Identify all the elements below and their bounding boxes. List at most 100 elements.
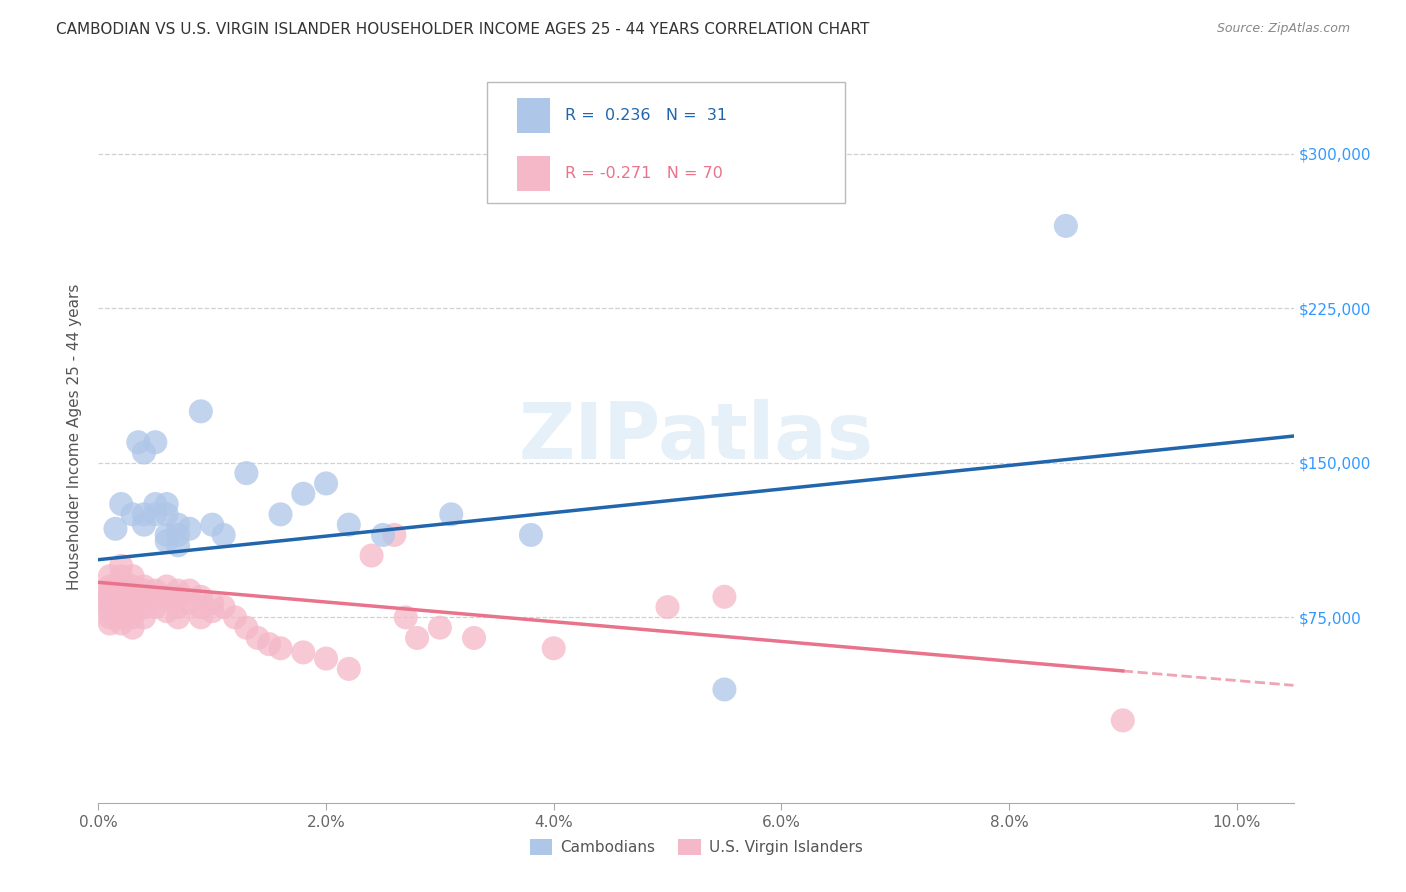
Point xyxy=(167,610,190,624)
Point xyxy=(132,508,155,522)
Point xyxy=(156,497,179,511)
Point xyxy=(167,583,190,598)
Point xyxy=(520,528,543,542)
Point xyxy=(156,534,179,549)
Point xyxy=(292,645,315,659)
Point xyxy=(127,435,149,450)
Point xyxy=(121,604,143,618)
Point xyxy=(110,569,132,583)
Point xyxy=(235,621,257,635)
Point xyxy=(132,600,155,615)
Point xyxy=(371,528,394,542)
Point xyxy=(440,508,463,522)
Point xyxy=(190,404,212,418)
Text: Source: ZipAtlas.com: Source: ZipAtlas.com xyxy=(1216,22,1350,36)
Point xyxy=(110,579,132,593)
Point xyxy=(121,579,143,593)
Point xyxy=(110,610,132,624)
Legend: Cambodians, U.S. Virgin Islanders: Cambodians, U.S. Virgin Islanders xyxy=(523,833,869,861)
Point xyxy=(98,604,121,618)
Point xyxy=(110,604,132,618)
Point xyxy=(98,596,121,610)
Point xyxy=(110,590,132,604)
Point xyxy=(110,575,132,590)
Point xyxy=(179,583,201,598)
Point xyxy=(156,528,179,542)
Point xyxy=(98,590,121,604)
Point xyxy=(121,569,143,583)
Point xyxy=(212,600,235,615)
Point xyxy=(110,596,132,610)
Point xyxy=(292,487,315,501)
Point xyxy=(132,517,155,532)
Point xyxy=(713,682,735,697)
Point xyxy=(98,610,121,624)
Point xyxy=(657,600,679,615)
Point xyxy=(201,604,224,618)
Point xyxy=(429,621,451,635)
Point xyxy=(143,497,166,511)
Point xyxy=(110,583,132,598)
Point xyxy=(98,583,121,598)
Point xyxy=(143,508,166,522)
Point xyxy=(337,662,360,676)
Text: ZIPatlas: ZIPatlas xyxy=(519,399,873,475)
Point xyxy=(224,610,246,624)
Point xyxy=(110,600,132,615)
Point xyxy=(235,466,257,480)
Point xyxy=(132,445,155,459)
Point xyxy=(121,610,143,624)
Point xyxy=(132,590,155,604)
Point xyxy=(179,596,201,610)
Point xyxy=(212,528,235,542)
Point xyxy=(246,631,269,645)
Point xyxy=(201,517,224,532)
Point xyxy=(143,600,166,615)
Point xyxy=(156,590,179,604)
Point xyxy=(395,610,418,624)
Point xyxy=(1112,714,1135,728)
Point xyxy=(132,579,155,593)
Point xyxy=(156,508,179,522)
Point xyxy=(270,508,292,522)
Point xyxy=(110,497,132,511)
Point xyxy=(315,476,337,491)
Point xyxy=(98,590,121,604)
Point xyxy=(463,631,485,645)
Text: CAMBODIAN VS U.S. VIRGIN ISLANDER HOUSEHOLDER INCOME AGES 25 - 44 YEARS CORRELAT: CAMBODIAN VS U.S. VIRGIN ISLANDER HOUSEH… xyxy=(56,22,870,37)
Point xyxy=(156,579,179,593)
Point xyxy=(360,549,382,563)
Point xyxy=(98,616,121,631)
Text: R = -0.271   N = 70: R = -0.271 N = 70 xyxy=(565,166,723,181)
Point xyxy=(190,590,212,604)
Point xyxy=(143,435,166,450)
Point xyxy=(167,538,190,552)
Bar xyxy=(517,98,550,133)
Point xyxy=(167,528,190,542)
Point xyxy=(121,590,143,604)
Point xyxy=(257,637,280,651)
Point xyxy=(98,600,121,615)
Point xyxy=(156,604,179,618)
Point xyxy=(110,616,132,631)
Point xyxy=(98,579,121,593)
Point xyxy=(1054,219,1077,233)
Point xyxy=(121,600,143,615)
Point xyxy=(98,569,121,583)
Point xyxy=(382,528,405,542)
Point xyxy=(201,596,224,610)
Point xyxy=(121,583,143,598)
Point xyxy=(167,590,190,604)
Point xyxy=(406,631,429,645)
Point xyxy=(190,610,212,624)
Point xyxy=(104,522,127,536)
Text: R =  0.236   N =  31: R = 0.236 N = 31 xyxy=(565,108,727,123)
FancyBboxPatch shape xyxy=(486,82,845,203)
Point xyxy=(132,583,155,598)
Point xyxy=(179,522,201,536)
Point xyxy=(315,651,337,665)
Point xyxy=(543,641,565,656)
Point xyxy=(167,600,190,615)
Point xyxy=(132,610,155,624)
Point xyxy=(110,558,132,573)
